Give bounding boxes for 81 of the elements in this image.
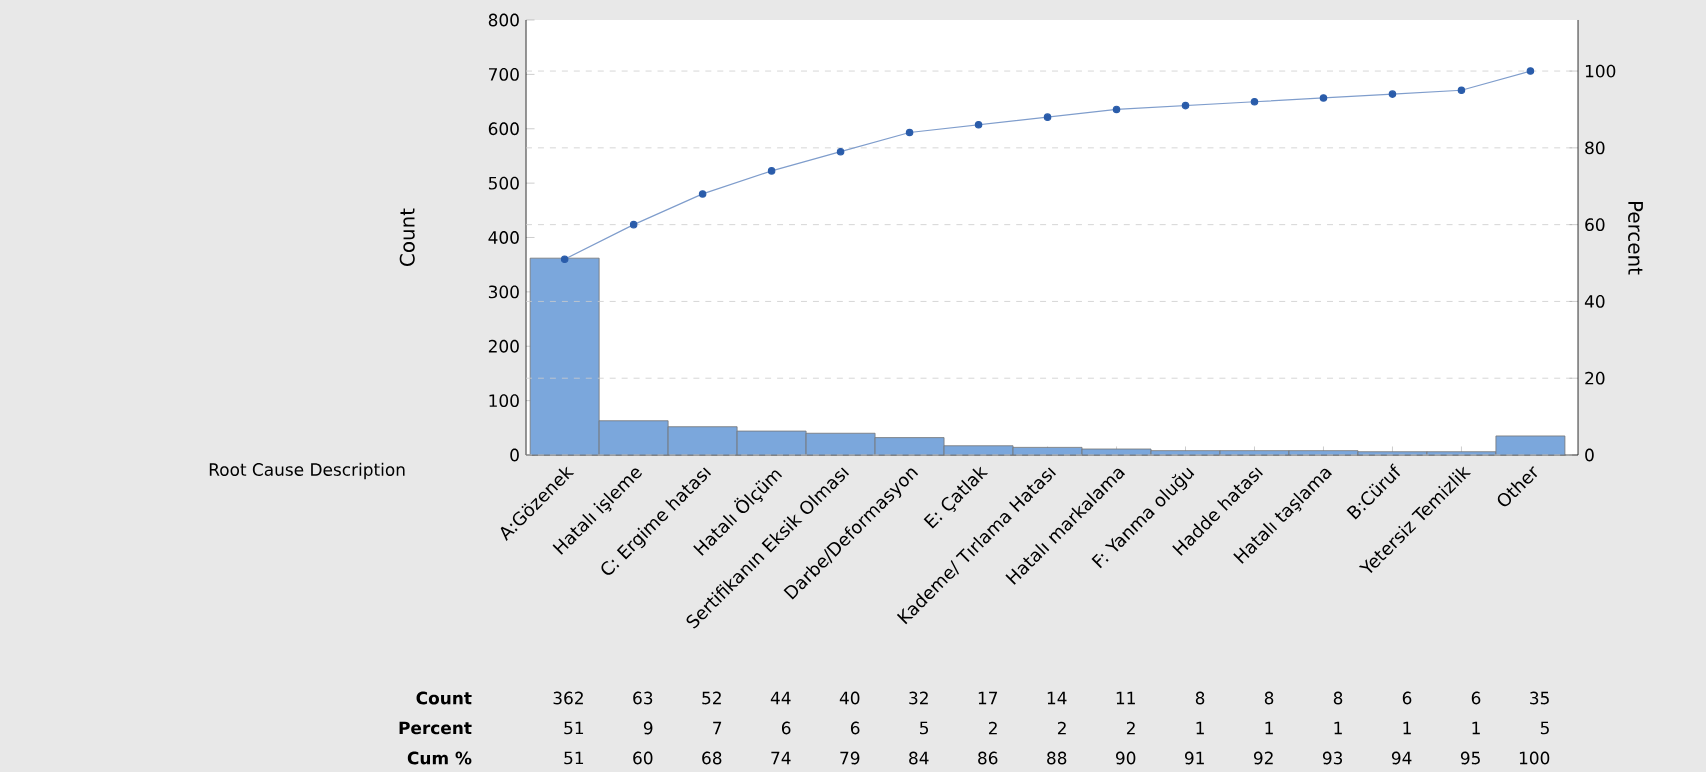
data-label: 68 xyxy=(702,751,722,765)
point xyxy=(698,190,707,198)
point xyxy=(1319,94,1328,102)
data-label: 8 xyxy=(1195,691,1205,705)
data-label: 14 xyxy=(1047,691,1067,705)
point xyxy=(1043,113,1052,121)
point xyxy=(905,128,914,137)
point xyxy=(974,121,983,129)
y-tick-label: 600 xyxy=(488,122,519,136)
data-label: 95 xyxy=(1460,751,1480,765)
text: Cum % xyxy=(407,751,472,765)
data-label: 32 xyxy=(909,691,928,705)
data-label: 79 xyxy=(840,751,860,765)
y2-tick-label: 0 xyxy=(1585,448,1594,462)
data-label: 11 xyxy=(1116,691,1135,705)
text: 1 xyxy=(1334,721,1342,735)
y2-tick-label: 60 xyxy=(1585,218,1605,232)
text: 2 xyxy=(988,721,997,735)
y2-tick-label: 40 xyxy=(1584,295,1605,308)
point xyxy=(560,255,569,263)
y2-tick-label: 100 xyxy=(1585,64,1616,78)
data-label: 63 xyxy=(633,691,653,705)
text: 9 xyxy=(643,721,653,735)
y-tick-label: 700 xyxy=(489,67,519,81)
y-tick-label: 0 xyxy=(510,448,519,462)
text: 6 xyxy=(781,721,791,735)
data-label: 40 xyxy=(839,691,860,705)
data-label: 51 xyxy=(564,751,584,765)
point xyxy=(629,220,638,229)
data-label: 84 xyxy=(909,751,929,765)
text: 51 xyxy=(564,721,584,735)
data-label: 91 xyxy=(1184,751,1204,765)
data-label: 17 xyxy=(978,691,998,705)
data-label: 86 xyxy=(978,751,998,765)
data-label: 100 xyxy=(1519,751,1550,765)
data-label: 8 xyxy=(1333,691,1343,705)
text: Count xyxy=(416,691,472,705)
data-label: 362 xyxy=(553,691,583,705)
point xyxy=(1388,90,1397,98)
x-axis-title: Root Cause Description xyxy=(209,462,405,480)
point xyxy=(1250,97,1259,106)
data-label: 74 xyxy=(771,751,791,765)
text: 5 xyxy=(1540,721,1549,735)
point xyxy=(836,147,845,156)
data-label: 92 xyxy=(1253,751,1273,765)
y2-tick-label: 80 xyxy=(1585,141,1605,155)
data-label: 35 xyxy=(1530,691,1549,705)
point xyxy=(1526,67,1535,75)
data-label: 52 xyxy=(702,691,721,705)
point xyxy=(1457,86,1466,95)
y2-axis-title: Percent xyxy=(1628,201,1643,275)
y-tick-label: 100 xyxy=(489,394,519,408)
text: 7 xyxy=(713,721,722,735)
y-tick-label: 200 xyxy=(488,339,519,353)
y-tick-label: 500 xyxy=(488,176,519,190)
data-label: 8 xyxy=(1264,691,1274,705)
text: 1 xyxy=(1472,721,1480,735)
data-label: 6 xyxy=(1402,691,1412,705)
data-label: 88 xyxy=(1047,751,1067,765)
data-label: 44 xyxy=(770,691,791,705)
y-tick-label: 300 xyxy=(488,285,519,299)
point xyxy=(767,167,776,175)
data-label: 6 xyxy=(1471,691,1481,705)
text: 5 xyxy=(920,721,929,735)
text: 1 xyxy=(1265,721,1273,735)
text: 1 xyxy=(1403,721,1411,735)
data-label: 90 xyxy=(1115,751,1136,765)
text: 1 xyxy=(1196,721,1204,735)
point xyxy=(1181,101,1190,110)
data-label: 94 xyxy=(1391,751,1412,765)
y-axis-title: Count xyxy=(399,208,415,266)
text: Percent xyxy=(399,721,472,735)
data-label: 93 xyxy=(1322,751,1343,765)
y-tick-label: 800 xyxy=(488,13,519,27)
data-label: 60 xyxy=(633,751,653,765)
y2-tick-label: 20 xyxy=(1585,371,1605,385)
text: 6 xyxy=(850,721,860,735)
text: 2 xyxy=(1126,721,1135,735)
text: 2 xyxy=(1057,721,1066,735)
y-tick-label: 400 xyxy=(488,231,519,244)
point xyxy=(1112,105,1121,114)
